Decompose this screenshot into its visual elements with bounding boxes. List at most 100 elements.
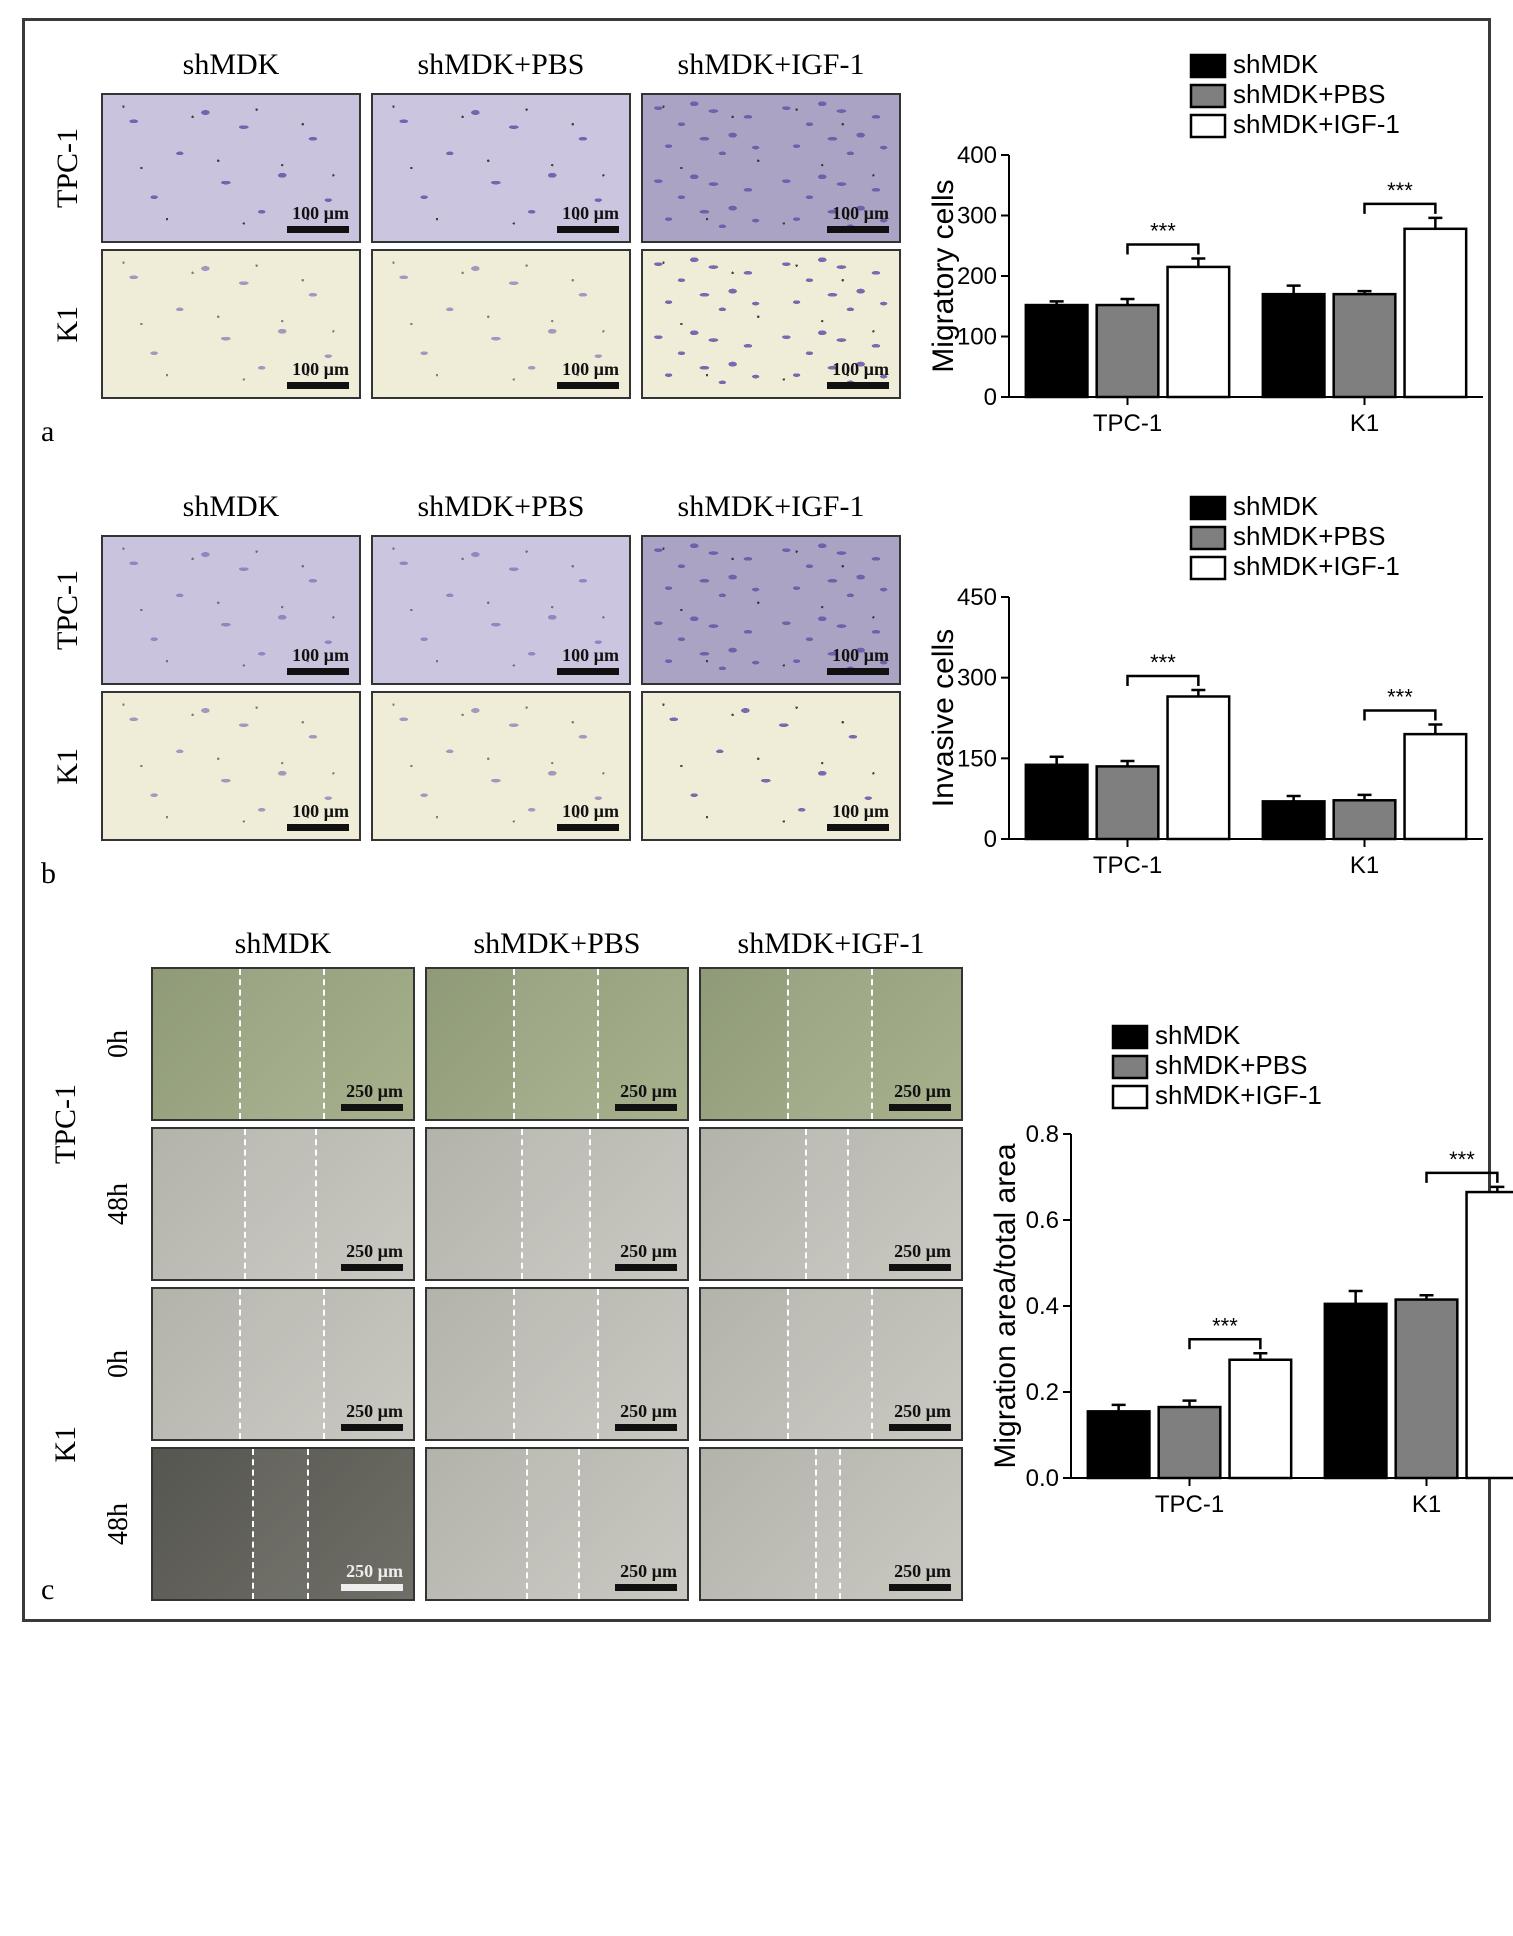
scalebar-label: 100 µm — [292, 801, 349, 822]
scalebar-label: 100 µm — [292, 359, 349, 380]
wound-micrograph: 250 µm — [425, 1447, 689, 1601]
svg-text:shMDK+PBS: shMDK+PBS — [1233, 79, 1385, 109]
svg-text:450: 450 — [957, 584, 997, 611]
col-head: shMDK+IGF-1 — [678, 490, 865, 524]
wound-micrograph: 250 µm — [425, 1127, 689, 1281]
timepoint-head: 48h — [103, 1183, 135, 1225]
svg-text:***: *** — [1387, 684, 1413, 709]
scalebar-label: 100 µm — [832, 203, 889, 224]
col-head: shMDK+PBS — [418, 48, 585, 82]
panel-c-wound-grid: shMDK shMDK+PBS shMDK+IGF-1 TPC-1 0h 250 µ… — [45, 927, 963, 1601]
micrograph: 100 µm — [101, 249, 361, 399]
col-head: shMDK+IGF-1 — [678, 48, 865, 82]
timepoint-head: 48h — [103, 1503, 135, 1545]
row-head: TPC-1 — [51, 128, 85, 208]
svg-text:Invasive cells: Invasive cells — [931, 629, 960, 807]
row-head: TPC-1 — [51, 570, 85, 650]
svg-text:shMDK+IGF-1: shMDK+IGF-1 — [1155, 1080, 1322, 1110]
micrograph: 100 µm — [101, 691, 361, 841]
timepoint-head: 0h — [103, 1030, 135, 1058]
svg-text:K1: K1 — [1350, 852, 1379, 879]
svg-text:TPC-1: TPC-1 — [1155, 1491, 1224, 1518]
svg-text:150: 150 — [957, 745, 997, 772]
svg-text:***: *** — [1212, 1313, 1238, 1338]
scalebar-label: 100 µm — [562, 359, 619, 380]
micrograph: 100 µm — [641, 691, 901, 841]
scalebar-label: 100 µm — [292, 645, 349, 666]
panel-a: a shMDK shMDK+PBS shMDK+IGF-1 TPC-1 100 … — [45, 43, 1468, 443]
wound-micrograph: 250 µm — [151, 1127, 415, 1281]
svg-text:0.6: 0.6 — [1026, 1207, 1059, 1234]
svg-text:***: *** — [1150, 650, 1176, 675]
svg-text:100: 100 — [957, 324, 997, 351]
micrograph: 100 µm — [641, 249, 901, 399]
svg-text:0.8: 0.8 — [1026, 1121, 1059, 1148]
timepoint-head: 0h — [103, 1350, 135, 1378]
svg-text:Migratory cells: Migratory cells — [931, 179, 960, 372]
panel-b: b shMDK shMDK+PBS shMDK+IGF-1 TPC-1 100 … — [45, 485, 1468, 885]
col-head: shMDK+PBS — [474, 927, 641, 961]
scalebar-label: 100 µm — [562, 801, 619, 822]
scalebar-label: 100 µm — [292, 203, 349, 224]
scalebar-label: 100 µm — [562, 645, 619, 666]
svg-text:0: 0 — [984, 384, 997, 411]
wound-micrograph: 250 µm — [151, 1287, 415, 1441]
svg-text:0.2: 0.2 — [1026, 1379, 1059, 1406]
micrograph: 100 µm — [101, 93, 361, 243]
svg-text:shMDK: shMDK — [1233, 49, 1319, 79]
wound-micrograph: 250 µm — [699, 967, 963, 1121]
svg-text:K1: K1 — [1412, 1491, 1441, 1518]
wound-micrograph: 250 µm — [151, 1447, 415, 1601]
wound-micrograph: 250 µm — [699, 1127, 963, 1281]
micrograph: 100 µm — [641, 535, 901, 685]
scalebar-label: 100 µm — [832, 801, 889, 822]
micrograph: 100 µm — [641, 93, 901, 243]
svg-text:300: 300 — [957, 203, 997, 230]
panel-a-micrograph-grid: shMDK shMDK+PBS shMDK+IGF-1 TPC-1 100 µm… — [45, 43, 901, 399]
scalebar-label: 100 µm — [832, 359, 889, 380]
svg-text:***: *** — [1150, 218, 1176, 243]
micrograph: 100 µm — [371, 93, 631, 243]
svg-text:200: 200 — [957, 263, 997, 290]
svg-text:TPC-1: TPC-1 — [1093, 410, 1162, 437]
col-head: shMDK — [183, 48, 280, 82]
svg-text:Migration area/total area: Migration area/total area — [993, 1143, 1022, 1468]
wound-micrograph: 250 µm — [699, 1447, 963, 1601]
col-head: shMDK+IGF-1 — [738, 927, 925, 961]
row-head: K1 — [51, 306, 85, 343]
micrograph: 100 µm — [371, 535, 631, 685]
micrograph: 100 µm — [101, 535, 361, 685]
svg-text:0.4: 0.4 — [1026, 1293, 1059, 1320]
wound-micrograph: 250 µm — [151, 967, 415, 1121]
svg-text:TPC-1: TPC-1 — [1093, 852, 1162, 879]
panel-a-label: a — [41, 415, 54, 449]
svg-text:0: 0 — [984, 826, 997, 853]
svg-text:300: 300 — [957, 665, 997, 692]
panel-c: c shMDK shMDK+PBS shMDK+IGF-1 TPC-10h250… — [45, 927, 1468, 1601]
chart-a: 0100200300400Migratory cellsTPC-1***K1**… — [931, 43, 1491, 443]
col-head: shMDK — [235, 927, 332, 961]
svg-text:shMDK+IGF-1: shMDK+IGF-1 — [1233, 551, 1400, 581]
panel-b-label: b — [41, 857, 56, 891]
svg-text:shMDK+PBS: shMDK+PBS — [1233, 521, 1385, 551]
micrograph: 100 µm — [371, 249, 631, 399]
wound-micrograph: 250 µm — [425, 1287, 689, 1441]
wound-micrograph: 250 µm — [425, 967, 689, 1121]
row-head: K1 — [51, 748, 85, 785]
svg-text:shMDK+IGF-1: shMDK+IGF-1 — [1233, 109, 1400, 139]
col-head: shMDK+PBS — [418, 490, 585, 524]
cell-line-head: K1 — [49, 1426, 83, 1463]
svg-text:***: *** — [1387, 178, 1413, 203]
svg-text:shMDK: shMDK — [1233, 491, 1319, 521]
svg-text:shMDK+PBS: shMDK+PBS — [1155, 1050, 1307, 1080]
svg-text:***: *** — [1449, 1147, 1475, 1172]
svg-text:shMDK: shMDK — [1155, 1020, 1241, 1050]
scalebar-label: 100 µm — [562, 203, 619, 224]
chart-c: 0.00.20.40.60.8Migration area/total area… — [993, 1004, 1513, 1524]
svg-text:K1: K1 — [1350, 410, 1379, 437]
chart-b: 0 150 300 450 Invasive cells TPC-1 *** K1 *** shM… — [931, 485, 1491, 885]
cell-line-head: TPC-1 — [49, 1084, 83, 1164]
wound-micrograph: 250 µm — [699, 1287, 963, 1441]
panel-b-micrograph-grid: shMDK shMDK+PBS shMDK+IGF-1 TPC-1 100 µm… — [45, 485, 901, 841]
micrograph: 100 µm — [371, 691, 631, 841]
